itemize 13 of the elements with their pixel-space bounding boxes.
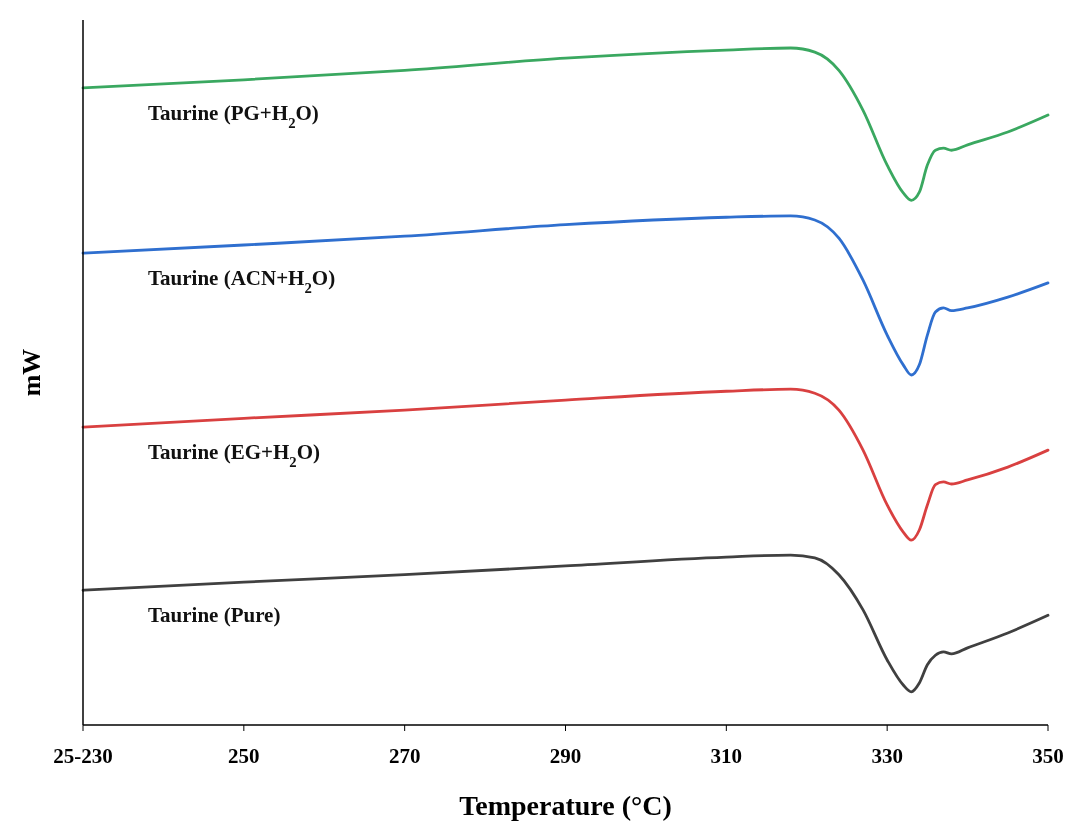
x-tick-label: 310 (710, 744, 743, 768)
series-label: Taurine (EG+H$_{2}$O) (148, 440, 320, 471)
x-axis-title: Temperature (°C) (459, 790, 672, 821)
x-tick-label: 270 (388, 744, 421, 768)
series-label: Taurine (ACN+H$_{2}$O) (148, 266, 336, 297)
x-tick-label: 330 (871, 744, 903, 768)
x-tick-label: 350 (1032, 744, 1064, 768)
series-label: Taurine (Pure) (148, 603, 281, 628)
x-tick-label: 250 (228, 744, 260, 768)
y-axis-title: mW (17, 348, 46, 397)
series-label: Taurine (PG+H$_{2}$O) (148, 100, 319, 131)
x-tick-label: 290 (549, 744, 582, 768)
x-tick-label: 25-230 (53, 744, 113, 768)
